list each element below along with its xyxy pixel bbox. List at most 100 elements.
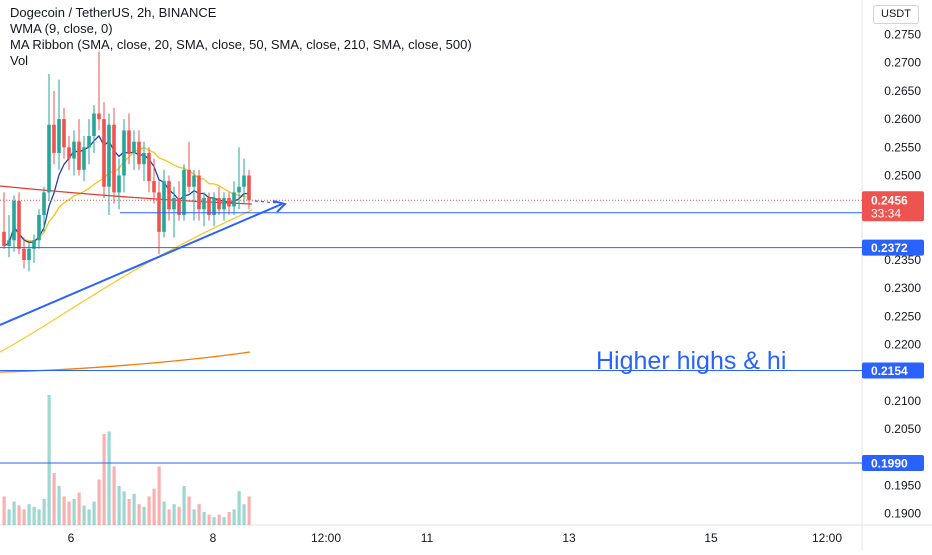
volume-bar — [32, 506, 36, 525]
legend-ma-ribbon: MA Ribbon (SMA, close, 20, SMA, close, 5… — [10, 37, 472, 52]
candle-body — [37, 214, 41, 241]
candle-body — [167, 181, 171, 210]
candle-body — [177, 198, 181, 215]
volume-bar — [222, 517, 226, 525]
volume-bar — [202, 512, 206, 525]
candle-body — [142, 152, 146, 165]
x-tick-label: 6 — [68, 531, 75, 545]
trend-arrow-head[interactable] — [272, 200, 287, 213]
volume-bar — [142, 506, 146, 525]
candle-body — [97, 113, 101, 120]
x-tick-label: 13 — [562, 531, 576, 545]
candle-body — [127, 130, 131, 153]
y-tick-label: 0.1900 — [884, 507, 921, 521]
annotation-text: Higher highs & hi — [596, 347, 786, 375]
volume-bar — [237, 491, 241, 525]
volume-bar — [112, 466, 116, 525]
candle-body — [232, 192, 236, 207]
volume-bar — [17, 505, 21, 525]
candle-body — [217, 198, 221, 210]
volume-bar — [87, 509, 91, 525]
volume-bar — [52, 473, 56, 525]
candle-body — [112, 124, 116, 193]
volume-bar — [92, 501, 96, 525]
y-tick-label: 0.2350 — [884, 253, 921, 267]
candle-body — [147, 152, 151, 182]
candle-body — [192, 175, 196, 187]
candle-body — [72, 141, 76, 159]
volume-bar — [37, 509, 41, 525]
trend-line[interactable] — [0, 203, 283, 326]
y-tick-label: 0.2600 — [884, 112, 921, 126]
candle-body — [52, 124, 56, 153]
candle-body — [222, 198, 226, 210]
y-tick-label: 0.2500 — [884, 168, 921, 182]
candle-body — [57, 119, 61, 153]
y-tick-label: 0.1950 — [884, 479, 921, 493]
candle-body — [227, 198, 231, 207]
volume-bar — [162, 501, 166, 525]
candle-body — [2, 231, 6, 246]
legend-volume: Vol — [10, 53, 29, 68]
candle-body — [237, 186, 241, 193]
x-tick-label: 8 — [210, 531, 217, 545]
candle-body — [47, 124, 51, 193]
volume-bar — [177, 506, 181, 525]
volume-bar — [227, 512, 231, 525]
candle-body — [207, 198, 211, 215]
y-tick-label: 0.2650 — [884, 84, 921, 98]
volume-bar — [147, 496, 151, 525]
chart-legend: Dogecoin / TetherUS, 2h, BINANCE WMA (9,… — [10, 5, 472, 69]
volume-bar — [172, 504, 176, 525]
wma-9-line — [3, 134, 250, 247]
volume-bar — [182, 486, 186, 525]
volume-bar — [117, 486, 121, 525]
current-price-label: 0.2456 — [871, 193, 908, 207]
candle-body — [102, 119, 106, 187]
volume-bar — [187, 496, 191, 525]
candle-body — [27, 248, 31, 261]
candle-body — [182, 169, 186, 215]
candle-body — [132, 141, 136, 153]
volume-bar — [217, 514, 221, 525]
candle-body — [152, 181, 156, 193]
price-label-2-bg — [862, 362, 924, 379]
legend-wma: WMA (9, close, 0) — [10, 21, 113, 36]
y-tick-label: 0.2750 — [884, 28, 921, 42]
volume-bar — [12, 501, 16, 525]
y-tick-label: 0.2550 — [884, 140, 921, 154]
current-price-badge-bg — [862, 191, 924, 222]
x-tick-label: 12:00 — [812, 531, 842, 545]
candle-body — [17, 200, 21, 249]
candle-body — [137, 141, 141, 165]
price-label-1: 0.2372 — [871, 241, 908, 255]
price-label-3-bg — [862, 454, 924, 471]
candle-body — [82, 147, 86, 170]
currency-selector-button[interactable]: USDT — [873, 5, 919, 24]
volume-bar — [27, 504, 31, 525]
countdown-label: 33:34 — [871, 206, 901, 220]
volume-bar — [82, 505, 86, 525]
candle-body — [92, 113, 96, 137]
y-tick-label: 0.2050 — [884, 422, 921, 436]
candle-body — [67, 147, 71, 159]
candle-body — [62, 119, 66, 148]
volume-bar — [212, 517, 216, 525]
volume-bar — [247, 496, 251, 525]
volume-bar — [42, 499, 46, 525]
volume-bar — [107, 431, 111, 525]
candle-body — [247, 175, 251, 201]
volume-bar — [197, 504, 201, 525]
volume-bar — [167, 509, 171, 525]
candle-body — [42, 192, 46, 215]
price-label-1-bg — [862, 239, 924, 256]
volume-bar — [127, 499, 131, 525]
volume-bar — [77, 492, 81, 525]
y-tick-label: 0.2200 — [884, 338, 921, 352]
candle-body — [202, 198, 206, 210]
candle-body — [187, 169, 191, 187]
trend-projection[interactable] — [254, 200, 279, 204]
x-tick-label: 15 — [704, 531, 718, 545]
